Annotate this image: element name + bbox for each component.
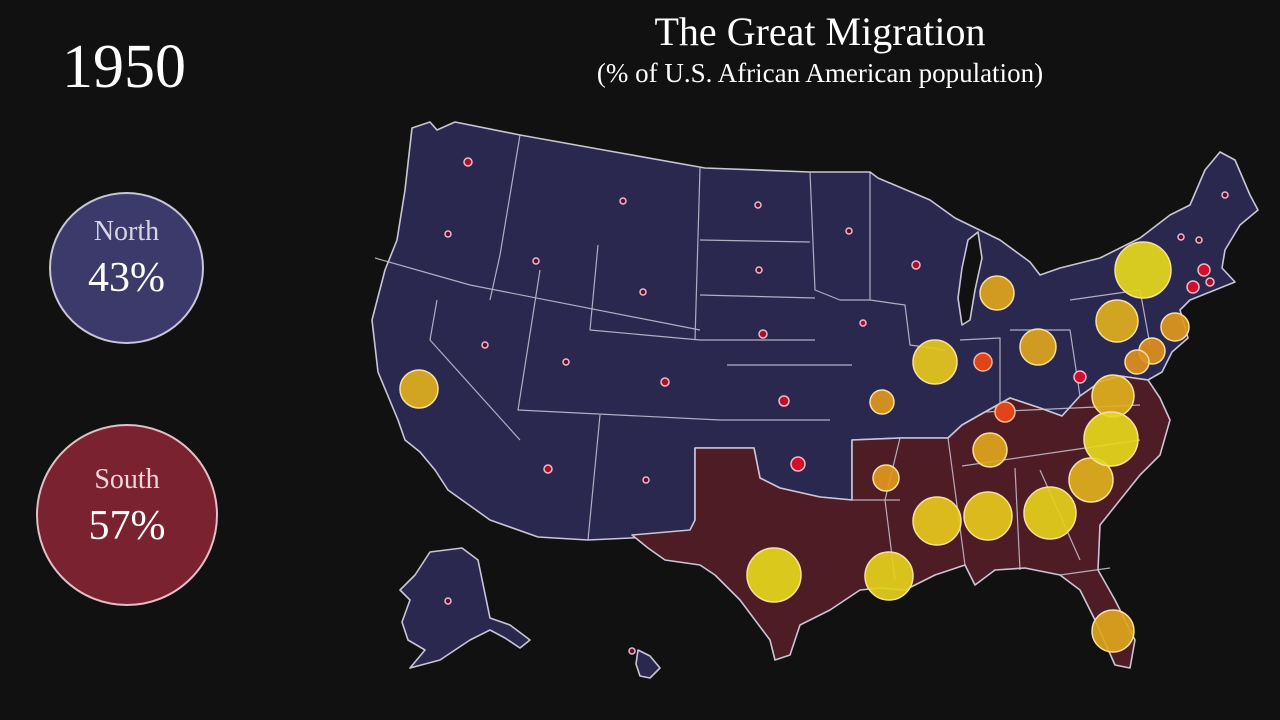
bubble-NE	[758, 329, 768, 339]
bubble-MI	[979, 275, 1015, 311]
bubble-KY	[994, 401, 1016, 423]
map-subtitle: (% of U.S. African American population)	[596, 58, 1044, 88]
bubble-NC	[1083, 411, 1139, 467]
south-share-badge: South 57%	[36, 424, 218, 606]
bubble-VT	[1177, 233, 1185, 241]
bubble-FL	[1091, 609, 1135, 653]
bubble-PA	[1095, 299, 1139, 343]
bubble-TN	[972, 432, 1008, 468]
state-bubbles	[399, 157, 1229, 655]
bubble-NH	[1195, 236, 1203, 244]
bubble-ID	[532, 257, 540, 265]
bubble-MD	[1124, 349, 1150, 375]
bubble-OH	[1019, 328, 1057, 366]
bubble-IN	[973, 352, 993, 372]
north-region	[371, 121, 1259, 541]
bubble-AZ	[543, 464, 553, 474]
bubble-WV	[1073, 370, 1087, 384]
year-label: 1950	[62, 33, 186, 101]
bubble-WI	[911, 260, 921, 270]
bubble-NJ	[1160, 312, 1190, 342]
bubble-NV	[481, 341, 489, 349]
bubble-HI	[628, 647, 636, 655]
bubble-CA	[399, 369, 439, 409]
bubble-MO	[869, 389, 895, 415]
bubble-MA	[1197, 263, 1211, 277]
bubble-ND	[754, 201, 762, 209]
south-label: South	[94, 464, 160, 495]
bubble-OK	[790, 456, 806, 472]
alaska	[399, 547, 531, 669]
bubble-AR	[872, 464, 900, 492]
bubble-CT	[1186, 280, 1200, 294]
bubble-WA	[463, 157, 473, 167]
bubble-NM	[642, 476, 650, 484]
bubble-IL	[912, 339, 958, 385]
bubble-MT	[619, 197, 627, 205]
bubble-IA	[859, 319, 867, 327]
bubble-TX	[746, 547, 802, 603]
north-label: North	[93, 216, 160, 247]
bubble-CO	[660, 377, 670, 387]
bubble-GA	[1023, 486, 1077, 540]
map-title: The Great Migration	[654, 9, 986, 54]
bubble-MS	[912, 496, 962, 546]
bubble-WY	[639, 288, 647, 296]
bubble-NY	[1114, 241, 1172, 299]
bubble-ME	[1221, 191, 1229, 199]
bubble-AL	[963, 491, 1013, 541]
bubble-SD	[755, 266, 763, 274]
bubble-OR	[444, 230, 452, 238]
bubble-KS	[778, 395, 790, 407]
bubble-RI	[1205, 277, 1215, 287]
bubble-UT	[562, 358, 570, 366]
north-percent: 43%	[88, 255, 165, 301]
south-percent: 57%	[88, 503, 166, 549]
bubble-AK	[444, 597, 452, 605]
hawaii	[635, 649, 661, 679]
bubble-MN	[845, 227, 853, 235]
bubble-VA	[1091, 374, 1135, 418]
north-share-badge: North 43%	[49, 192, 204, 344]
bubble-LA	[864, 551, 914, 601]
lake-michigan	[957, 231, 983, 326]
